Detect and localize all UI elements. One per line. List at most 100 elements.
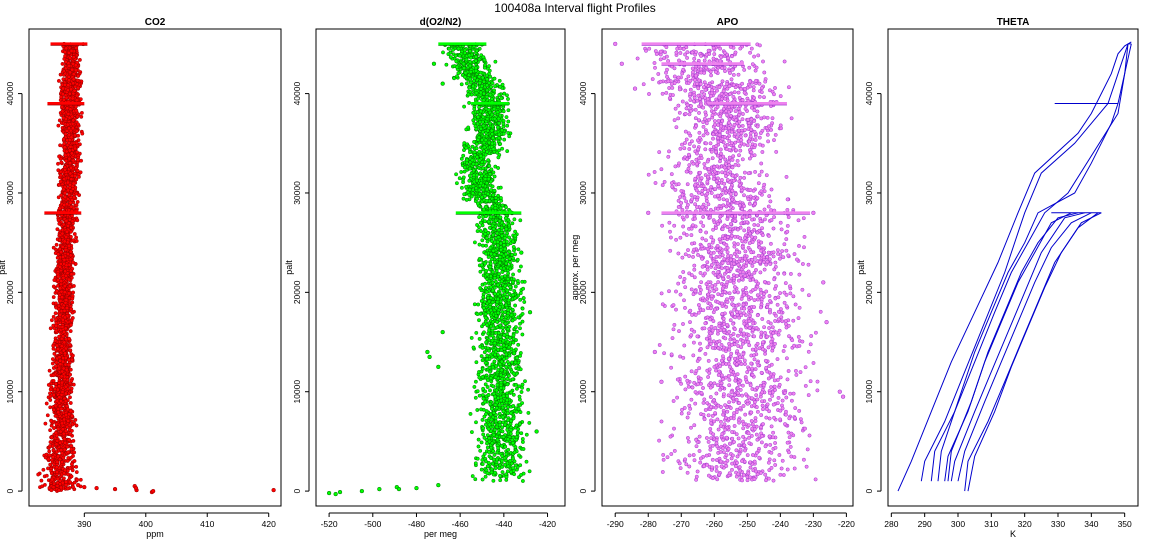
data-point [67, 91, 72, 96]
data-point [490, 184, 495, 189]
panel-0: 390 400 410 420010000200003000040000CO2ppmp… [0, 17, 282, 539]
data-point [64, 367, 69, 372]
data-point [487, 68, 492, 73]
data-point [459, 170, 464, 174]
data-point [54, 242, 59, 247]
data-point [479, 195, 484, 200]
data-point [485, 239, 490, 244]
data-point [55, 460, 60, 465]
data-point [48, 398, 53, 402]
data-point [517, 394, 522, 399]
data-point [60, 92, 65, 97]
data-point [53, 301, 58, 306]
data-point [521, 471, 526, 476]
data-point [491, 193, 496, 198]
data-point [65, 229, 69, 234]
data-point [60, 317, 65, 322]
data-point [487, 299, 492, 304]
data-point [63, 399, 68, 404]
data-point [481, 294, 486, 299]
data-point [59, 485, 64, 490]
data-point [484, 268, 489, 273]
data-point [70, 296, 75, 301]
data-point [62, 202, 67, 207]
data-point [53, 403, 58, 408]
data-point [68, 455, 73, 460]
data-point [486, 427, 491, 431]
data-point [65, 122, 70, 127]
data-point [468, 49, 473, 54]
data-point [48, 440, 53, 445]
data-point [491, 384, 496, 389]
data-point [69, 378, 74, 383]
data-point [490, 124, 495, 129]
data-point [474, 142, 479, 146]
data-point [46, 457, 51, 462]
data-point [505, 411, 510, 416]
data-point [47, 453, 52, 458]
data-point [487, 436, 492, 441]
data-point [484, 94, 489, 99]
data-point [477, 242, 482, 247]
data-point [62, 329, 67, 334]
data-point [520, 279, 525, 284]
data-point [501, 288, 506, 293]
data-point [481, 79, 486, 84]
data-point [64, 235, 69, 239]
data-point [518, 367, 523, 372]
data-point [60, 380, 64, 385]
data-point [72, 450, 77, 455]
data-point [480, 393, 485, 398]
data-point [521, 447, 526, 451]
data-point [477, 105, 482, 110]
data-point [56, 274, 61, 279]
data-point [505, 340, 510, 344]
data-point [73, 166, 78, 171]
data-point [62, 145, 67, 150]
data-point [464, 197, 469, 202]
data-point [492, 188, 497, 193]
data-point [62, 177, 67, 181]
data-point [75, 150, 79, 155]
data-point [65, 88, 70, 92]
data-point [60, 295, 65, 300]
data-point [68, 329, 73, 334]
data-point [489, 257, 494, 262]
data-point [51, 346, 56, 351]
data-point [480, 417, 485, 422]
data-point [54, 305, 59, 310]
data-point [472, 173, 476, 178]
data-point [63, 54, 68, 59]
data-point [66, 472, 71, 477]
data-point [71, 260, 76, 265]
data-point [66, 418, 71, 423]
data-point [491, 226, 496, 231]
data-point [462, 66, 466, 71]
data-point [489, 112, 494, 117]
data-point [489, 324, 494, 329]
data-point [504, 474, 509, 479]
data-point [507, 365, 512, 370]
data-point [495, 110, 500, 115]
data-point [474, 54, 478, 59]
data-point [485, 88, 490, 93]
data-point [75, 477, 80, 482]
data-point [64, 158, 69, 163]
data-point [48, 405, 53, 410]
data-point [56, 168, 61, 173]
data-point [74, 235, 79, 240]
data-point [481, 115, 486, 120]
data-point [474, 91, 479, 95]
data-point [489, 97, 494, 101]
data-point [484, 73, 489, 78]
data-point [497, 93, 502, 97]
data-point [493, 470, 497, 475]
data-point [516, 247, 521, 252]
data-point [497, 132, 502, 137]
data-point [498, 334, 503, 339]
data-point [49, 488, 54, 493]
data-point [56, 218, 61, 223]
data-point [94, 485, 99, 491]
data-point [505, 288, 510, 293]
data-point [63, 326, 68, 331]
